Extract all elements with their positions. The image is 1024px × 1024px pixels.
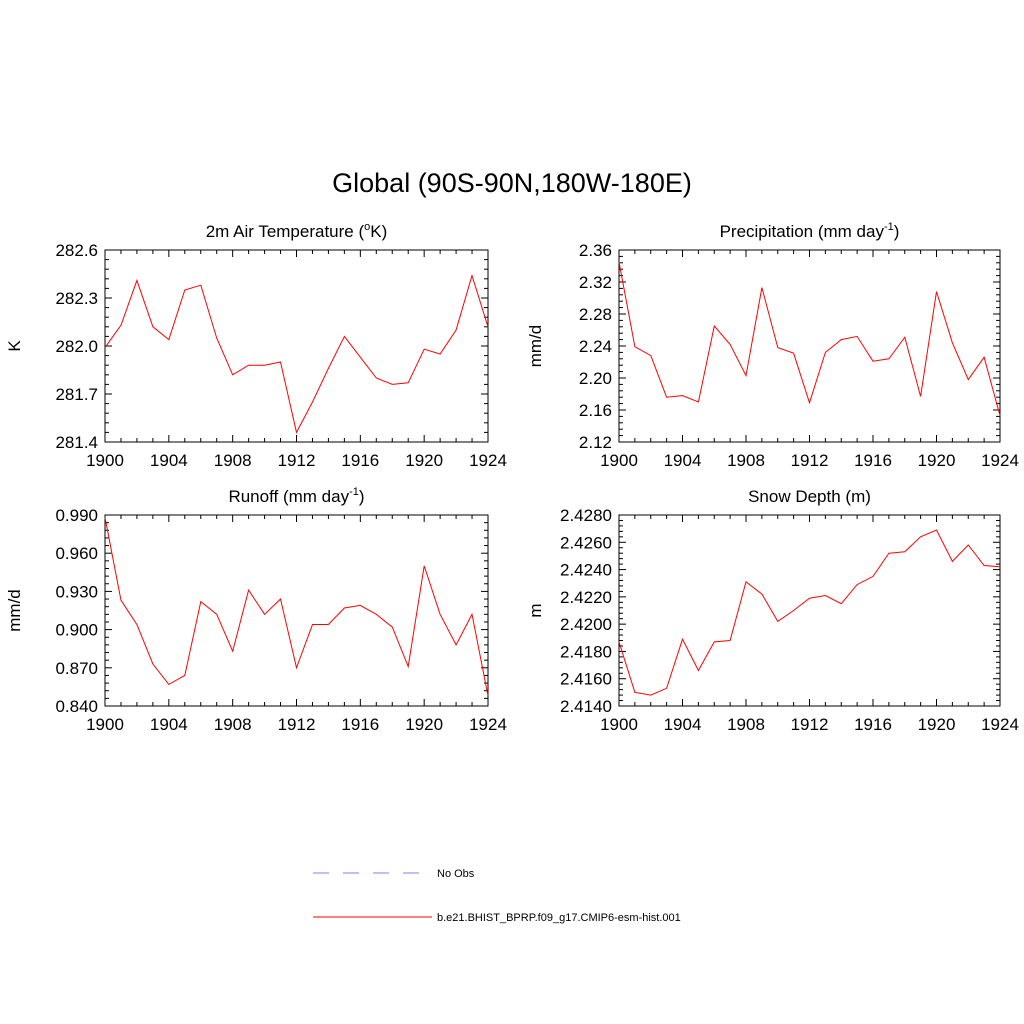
- series-line-model: [618, 261, 1001, 416]
- x-tick-label: 1916: [854, 451, 892, 470]
- panel-title: Runoff (mm day-1): [228, 486, 364, 506]
- y-tick-label: 0.900: [55, 621, 98, 640]
- plot-frame: [104, 249, 489, 443]
- chart-panel-temperature: 1900 1904 1908 1912 1916 1920 1924 281.4 281.7 28…: [5, 221, 507, 470]
- x-tick-label: 1924: [981, 715, 1019, 734]
- y-tick-label: 2.4200: [560, 615, 612, 634]
- y-tick-label: 2.4260: [560, 533, 612, 552]
- x-tick-label: 1924: [981, 451, 1019, 470]
- y-tick-label: 282.0: [55, 337, 98, 356]
- y-tick-label: 2.4140: [560, 697, 612, 716]
- chart-panels: 1900 1904 1908 1912 1916 1920 1924 281.4 281.7 28…: [5, 221, 1019, 734]
- x-tick-label: 1920: [405, 451, 443, 470]
- x-tick-label: 1900: [600, 451, 638, 470]
- x-tick-label: 1900: [600, 715, 638, 734]
- plot-frame: [618, 249, 1001, 443]
- x-tick-label: 1920: [405, 715, 443, 734]
- y-tick-label: 0.930: [55, 582, 98, 601]
- x-tick-label: 1920: [918, 715, 956, 734]
- x-tick-label: 1908: [727, 451, 765, 470]
- x-tick-label: 1912: [278, 715, 316, 734]
- figure-title: Global (90S-90N,180W-180E): [332, 168, 692, 198]
- panel-title: 2m Air Temperature (oK): [206, 221, 388, 241]
- legend-label-model: b.e21.BHIST_BPRP.f09_g17.CMIP6-esm-hist.…: [437, 912, 681, 924]
- y-tick-label: 2.4240: [560, 561, 612, 580]
- y-tick-label: 2.12: [579, 433, 612, 452]
- y-axis-label: mm/d: [526, 325, 545, 368]
- x-tick-label: 1904: [150, 715, 188, 734]
- chart-panel-snow-depth: 1900 1904 1908 1912 1916 1920 1924 2.4140 2.4160…: [526, 487, 1019, 734]
- x-tick-label: 1908: [214, 715, 252, 734]
- y-tick-label: 2.32: [579, 273, 612, 292]
- legend-label-no-obs: No Obs: [437, 868, 475, 880]
- x-tick-label: 1916: [854, 715, 892, 734]
- series-line-model: [618, 529, 1001, 696]
- y-axis-label: m: [526, 603, 545, 617]
- y-axis-label: K: [5, 340, 24, 352]
- x-tick-label: 1908: [214, 451, 252, 470]
- y-tick-label: 281.7: [55, 385, 98, 404]
- x-tick-label: 1912: [278, 451, 316, 470]
- y-axis-label: mm/d: [5, 589, 24, 632]
- y-tick-label: 2.28: [579, 305, 612, 324]
- y-tick-label: 2.20: [579, 369, 612, 388]
- panel-title: Snow Depth (m): [748, 487, 871, 506]
- series-line-model: [104, 517, 489, 696]
- y-tick-label: 0.960: [55, 544, 98, 563]
- plot-frame: [104, 514, 489, 707]
- y-tick-label: 0.870: [55, 659, 98, 678]
- y-tick-label: 0.840: [55, 697, 98, 716]
- x-tick-label: 1900: [86, 715, 124, 734]
- y-tick-label: 281.4: [55, 433, 98, 452]
- series-line-model: [104, 273, 489, 434]
- y-tick-label: 2.4160: [560, 670, 612, 689]
- x-tick-label: 1920: [918, 451, 956, 470]
- x-tick-label: 1924: [469, 451, 507, 470]
- x-tick-label: 1924: [469, 715, 507, 734]
- chart-panel-precipitation: 1900 1904 1908 1912 1916 1920 1924 2.12 2.16 2.20…: [526, 221, 1019, 470]
- x-tick-label: 1904: [150, 451, 188, 470]
- y-tick-label: 2.24: [579, 337, 612, 356]
- y-tick-label: 2.4180: [560, 642, 612, 661]
- chart-panel-runoff: 1900 1904 1908 1912 1916 1920 1924 0.840 0.870 0.…: [5, 486, 507, 734]
- x-tick-label: 1904: [664, 715, 702, 734]
- x-tick-label: 1912: [791, 451, 829, 470]
- y-tick-label: 0.990: [55, 506, 98, 525]
- y-tick-label: 282.6: [55, 241, 98, 260]
- y-tick-label: 2.4280: [560, 506, 612, 525]
- x-tick-label: 1908: [727, 715, 765, 734]
- y-tick-label: 282.3: [55, 289, 98, 308]
- panel-title: Precipitation (mm day-1): [720, 221, 900, 241]
- y-tick-label: 2.36: [579, 241, 612, 260]
- legend: No Obs b.e21.BHIST_BPRP.f09_g17.CMIP6-es…: [313, 868, 681, 924]
- x-tick-label: 1904: [664, 451, 702, 470]
- x-tick-label: 1912: [791, 715, 829, 734]
- plot-frame: [618, 514, 1001, 707]
- y-tick-label: 2.16: [579, 401, 612, 420]
- x-tick-label: 1900: [86, 451, 124, 470]
- x-tick-label: 1916: [341, 715, 379, 734]
- y-tick-label: 2.4220: [560, 588, 612, 607]
- x-tick-label: 1916: [341, 451, 379, 470]
